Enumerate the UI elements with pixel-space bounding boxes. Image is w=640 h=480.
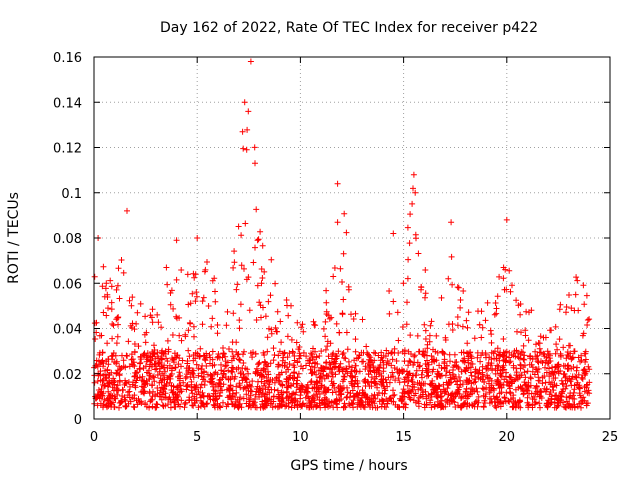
y-tick-label: 0 xyxy=(74,413,82,428)
x-tick-label: 15 xyxy=(395,430,412,445)
data-points xyxy=(91,58,593,411)
y-tick-label: 0.08 xyxy=(53,232,82,247)
y-tick-label: 0.14 xyxy=(53,96,82,111)
x-tick-label: 0 xyxy=(90,430,98,445)
x-axis-title: GPS time / hours xyxy=(290,458,407,474)
y-axis-title: ROTI / TECUs xyxy=(6,192,22,284)
y-tick-label: 0.12 xyxy=(53,142,82,157)
y-tick-label: 0.02 xyxy=(53,368,82,383)
axis-ticks xyxy=(93,56,611,420)
y-tick-label: 0.06 xyxy=(53,277,82,292)
y-tick-label: 0.1 xyxy=(61,187,82,202)
x-tick-label: 5 xyxy=(193,430,201,445)
x-tick-label: 25 xyxy=(602,430,619,445)
y-tick-label: 0.16 xyxy=(53,51,82,66)
chart-title: Day 162 of 2022, Rate Of TEC Index for r… xyxy=(160,20,538,36)
x-tick-labels: 0 5 10 15 20 25 xyxy=(90,430,618,445)
scatter-points xyxy=(91,58,593,411)
x-tick-label: 20 xyxy=(499,430,516,445)
y-tick-label: 0.04 xyxy=(53,323,82,338)
y-tick-labels: 0 0.02 0.04 0.06 0.08 0.1 0.12 0.14 0.16 xyxy=(53,51,82,428)
x-tick-label: 10 xyxy=(292,430,309,445)
